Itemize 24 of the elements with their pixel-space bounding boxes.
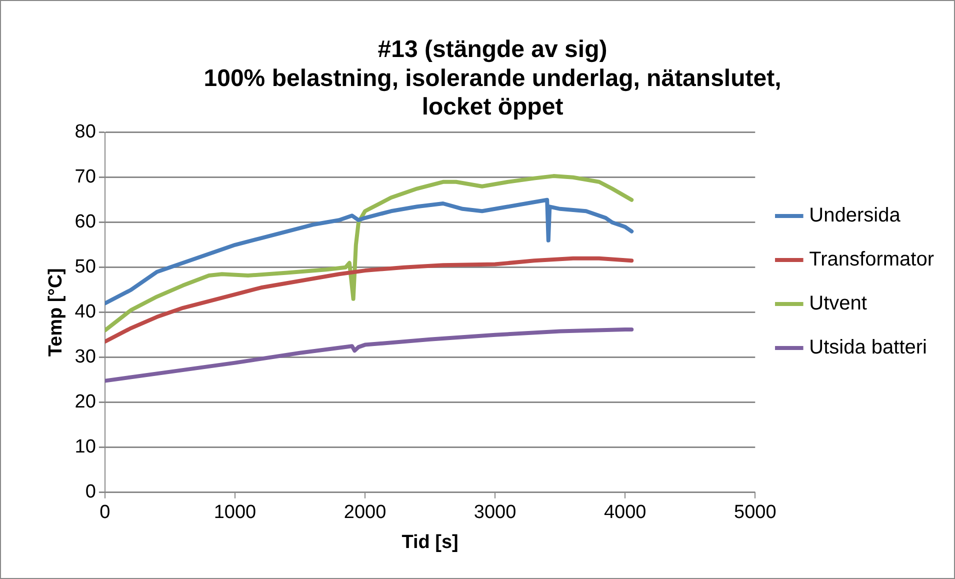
x-tick-label: 3000 bbox=[474, 502, 516, 524]
y-tick-label: 10 bbox=[74, 436, 96, 458]
x-tick-label: 4000 bbox=[604, 502, 646, 524]
y-tick-label: 40 bbox=[74, 302, 96, 323]
x-tick-label: 1000 bbox=[214, 502, 256, 524]
y-axis-title: Temp [°C] bbox=[46, 268, 67, 357]
x-tick-label: 0 bbox=[100, 502, 110, 524]
legend-label: Utsida batteri bbox=[809, 336, 927, 359]
y-tick-label: 60 bbox=[74, 212, 96, 233]
x-tick-label: 2000 bbox=[344, 502, 386, 524]
legend-label: Transformator bbox=[809, 248, 934, 271]
text: 100% belastning, isolerande underlag, nätanslutet, bbox=[204, 64, 782, 92]
legend-label: Undersida bbox=[809, 204, 902, 227]
x-tick-label: 5000 bbox=[734, 502, 776, 524]
y-tick-label: 20 bbox=[74, 392, 96, 413]
y-tick-label: 50 bbox=[74, 256, 96, 278]
y-tick-label: 80 bbox=[74, 122, 96, 143]
y-tick-label: 70 bbox=[74, 166, 96, 188]
x-axis-title: Tid [s] bbox=[402, 532, 458, 553]
text: locket öppet bbox=[422, 94, 564, 121]
y-tick-label: 0 bbox=[85, 482, 96, 503]
legend-label: Utvent bbox=[809, 292, 868, 315]
y-tick-label: 30 bbox=[74, 346, 96, 368]
text: #13 (stängde av sig) bbox=[378, 36, 608, 64]
